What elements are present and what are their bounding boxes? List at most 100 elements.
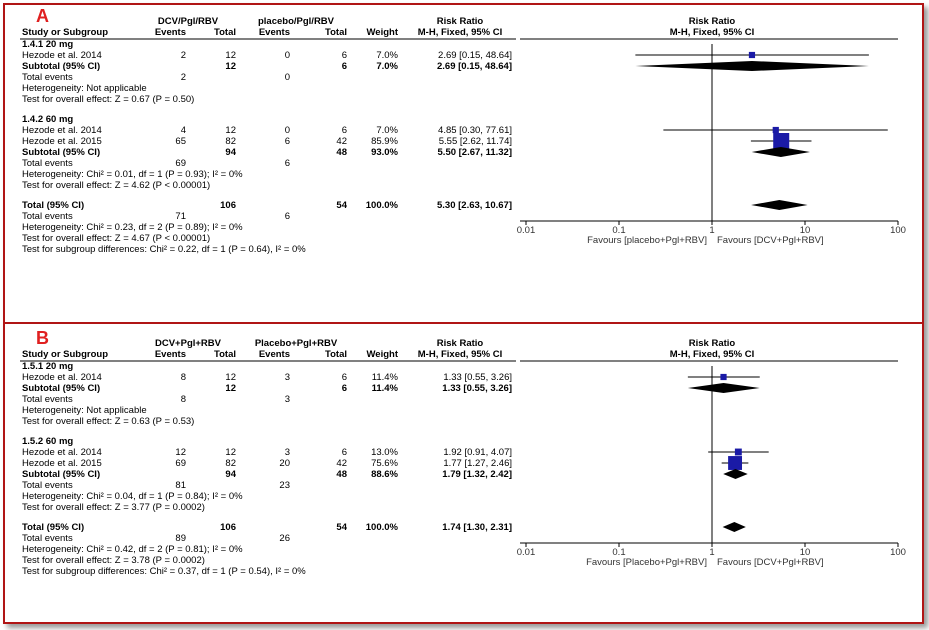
plot-rr-method-header: M-H, Fixed, 95% CI [669,27,755,38]
pooled-diamond [751,200,808,210]
effect-size-box [734,448,742,456]
effect-size-box [772,126,779,134]
plot-risk-ratio-header: Risk Ratio [688,338,736,349]
ctl-total-cell: 6 [341,125,347,136]
weight-cell: 85.9% [371,136,398,147]
ci-cell: 4.85 [0.30, 77.61] [438,125,512,136]
total-label: Total (95% CI) [22,522,85,533]
total-ci: 1.74 [1.30, 2.31] [442,522,512,533]
exp-total-cell: 12 [225,372,236,383]
exp-events-cell: 4 [180,125,186,136]
subtotal-ctl-total: 6 [341,61,347,72]
experimental-group-header: DCV+Pgl+RBV [155,338,221,349]
total-weight: 100.0% [365,522,398,533]
weight-cell: 75.6% [371,458,398,469]
subtotal-weight: 88.6% [371,469,398,480]
subtotal-exp-total: 12 [225,61,236,72]
axis-tick-label: 100 [890,547,906,558]
subgroup-ctl-events-total: 6 [284,158,290,169]
subtotal-label: Subtotal (95% CI) [22,147,101,158]
experimental-group-header: DCV/Pgl/RBV [157,16,219,27]
exp-total-column-header: Total [214,27,236,38]
exp-events-cell: 65 [175,136,186,147]
subtotal-ctl-total: 6 [341,383,347,394]
total-exp-events: 71 [175,211,186,222]
panel-label: B [36,328,49,348]
favours-right-label: Favours [DCV+Pgl+RBV] [717,235,824,246]
subgroup-differences-text: Test for subgroup differences: Chi² = 0.… [22,566,306,577]
risk-ratio-header: Risk Ratio [436,338,484,349]
overall-effect-text: Test for overall effect: Z = 0.63 (P = 0… [22,416,195,427]
subtotal-weight: 93.0% [371,147,398,158]
ctl-events-column-header: Events [258,349,290,360]
subtotal-ci: 1.79 [1.32, 2.42] [442,469,512,480]
total-heterogeneity-text: Heterogeneity: Chi² = 0.42, df = 2 (P = … [22,544,243,555]
total-overall-effect-text: Test for overall effect: Z = 3.78 (P = 0… [22,555,205,566]
axis-tick-label: 0.1 [612,225,626,236]
weight-column-header: Weight [366,27,399,38]
rr-method-header: M-H, Fixed, 95% CI [417,27,503,38]
total-events-label: Total events [22,211,73,222]
favours-right-label: Favours [DCV+Pgl+RBV] [717,557,824,568]
ctl-events-cell: 0 [284,125,290,136]
axis-tick-label: 1 [709,547,715,558]
study-name: Hezode et al. 2015 [22,136,102,147]
forest-plot [20,360,899,547]
axis-tick-label: 10 [799,547,811,558]
ctl-total-column-header: Total [325,349,347,360]
weight-cell: 11.4% [371,372,398,383]
ctl-events-cell: 0 [284,50,290,61]
ctl-events-cell: 3 [284,372,290,383]
ci-cell: 1.77 [1.27, 2.46] [443,458,512,469]
ctl-events-cell: 3 [284,447,290,458]
subtotal-weight: 11.4% [371,383,398,394]
axis-tick-label: 0.1 [612,547,626,558]
subtotal-label: Subtotal (95% CI) [22,383,101,394]
effect-size-box [773,133,790,149]
ctl-events-cell: 6 [284,136,290,147]
exp-events-column-header: Events [154,349,186,360]
ctl-total-cell: 6 [341,372,347,383]
exp-events-cell: 8 [180,372,186,383]
exp-events-cell: 12 [175,447,186,458]
total-ctl-events: 6 [284,211,290,222]
study-column-header: Study or Subgroup [22,27,109,38]
heterogeneity-text: Heterogeneity: Chi² = 0.04, df = 1 (P = … [22,491,243,502]
overall-effect-text: Test for overall effect: Z = 0.67 (P = 0… [22,94,195,105]
ctl-total-cell: 42 [336,458,347,469]
effect-size-box [720,373,727,381]
plot-rr-method-header: M-H, Fixed, 95% CI [669,349,755,360]
subgroup-exp-events-total: 2 [180,72,186,83]
subgroup-exp-events-total: 69 [175,158,186,169]
subgroup-exp-events-total: 81 [175,480,186,491]
heterogeneity-text: Heterogeneity: Not applicable [22,83,147,94]
ctl-events-column-header: Events [258,27,290,38]
study-name: Hezode et al. 2015 [22,458,102,469]
weight-cell: 7.0% [376,50,398,61]
exp-total-cell: 12 [225,447,236,458]
overall-effect-text: Test for overall effect: Z = 3.77 (P = 0… [22,502,205,513]
axis-tick-label: 10 [799,225,811,236]
subtotal-label: Subtotal (95% CI) [22,469,101,480]
total-exp-total: 106 [220,200,236,211]
control-group-header: placebo/Pgl/RBV [257,16,334,27]
pooled-diamond [722,522,746,532]
axis-tick-label: 100 [890,225,906,236]
ci-cell: 1.33 [0.55, 3.26] [443,372,512,383]
total-events-label: Total events [22,158,73,169]
heterogeneity-text: Heterogeneity: Not applicable [22,405,147,416]
ctl-total-cell: 6 [341,50,347,61]
total-events-label: Total events [22,72,73,83]
weight-column-header: Weight [366,349,399,360]
total-exp-events: 89 [175,533,186,544]
ci-cell: 1.92 [0.91, 4.07] [443,447,512,458]
total-heterogeneity-text: Heterogeneity: Chi² = 0.23, df = 2 (P = … [22,222,243,233]
subtotal-ctl-total: 48 [336,469,347,480]
forest-plot [20,38,899,225]
subgroup-differences-text: Test for subgroup differences: Chi² = 0.… [22,244,306,255]
risk-ratio-header: Risk Ratio [436,16,484,27]
panel-divider [3,322,922,324]
forest-plot-panel-b: B DCV+Pgl+RBV Placebo+Pgl+RBV Risk Ratio Ris… [0,322,929,622]
control-group-header: Placebo+Pgl+RBV [254,338,338,349]
subtotal-ctl-total: 48 [336,147,347,158]
